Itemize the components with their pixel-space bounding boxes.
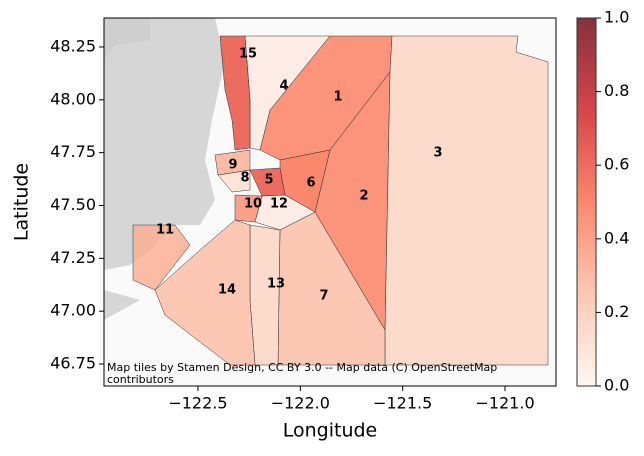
region-label: 14 [218, 283, 236, 298]
region-label: 12 [270, 197, 288, 212]
colorbar-tick-label: 0.2 [604, 302, 629, 321]
region-label: 15 [239, 47, 257, 62]
region-label: 5 [264, 173, 273, 188]
y-tick-label: 48.00 [50, 89, 96, 108]
y-axis-label: Latitude [11, 163, 33, 241]
region [154, 219, 256, 366]
colorbar-tick-label: 0.4 [604, 228, 629, 247]
region [249, 224, 281, 366]
region-label: 7 [319, 289, 328, 304]
y-tick-label: 48.25 [50, 36, 96, 55]
region-label: 2 [359, 189, 368, 204]
region-label: 6 [306, 176, 315, 191]
region [132, 224, 191, 291]
colorbar-tick-label: 1.0 [604, 8, 629, 27]
plot-frame [103, 17, 557, 387]
x-tick-label: −122.0 [271, 394, 330, 413]
region-label: 3 [433, 146, 442, 161]
region [219, 35, 251, 151]
x-tick-label: −121.5 [373, 394, 432, 413]
colorbar [576, 17, 597, 387]
region-label: 13 [267, 277, 285, 292]
y-tick-label: 47.25 [50, 248, 96, 267]
attribution-line: contributors [107, 373, 174, 386]
region-label: 4 [279, 79, 288, 94]
colorbar-tick-label: 0.0 [604, 376, 629, 395]
region-label: 8 [240, 171, 249, 186]
colorbar-tick-label: 0.6 [604, 155, 629, 174]
region-label: 11 [156, 223, 174, 238]
region-label: 9 [228, 158, 237, 173]
regions [132, 35, 549, 366]
y-tick-label: 47.50 [50, 195, 96, 214]
region [254, 194, 316, 231]
x-axis-label: Longitude [283, 420, 378, 442]
y-tick-label: 47.75 [50, 142, 96, 161]
region [214, 149, 251, 176]
x-tick-label: −122.5 [168, 394, 227, 413]
y-tick-label: 47.00 [50, 301, 96, 320]
attribution: Map tiles by Stamen Design, CC BY 3.0 --… [107, 361, 497, 386]
attribution-line: Map tiles by Stamen Design, CC BY 3.0 --… [107, 361, 497, 374]
y-tick-label: 46.75 [50, 354, 96, 373]
colorbar-tick-label: 0.8 [604, 81, 629, 100]
x-tick-label: −121.0 [475, 394, 534, 413]
region-label: 1 [333, 90, 342, 105]
region-label: 10 [244, 197, 262, 212]
region [384, 35, 549, 366]
